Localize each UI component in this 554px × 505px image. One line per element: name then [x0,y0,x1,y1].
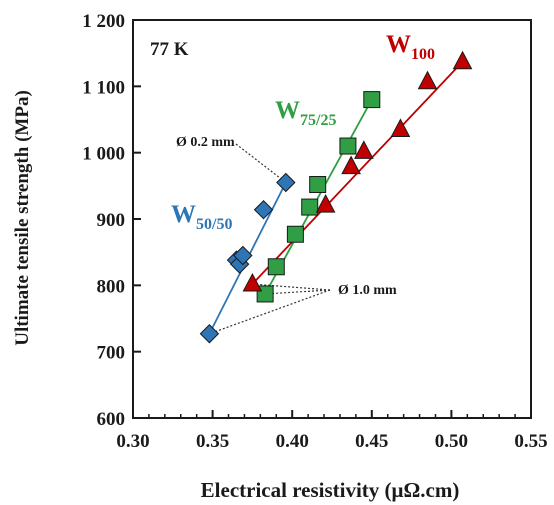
marker-w100 [315,194,336,213]
leader-lines [209,143,331,335]
marker-w100 [417,70,438,90]
marker-w75-25 [363,91,381,109]
y-tick-label: 700 [97,343,126,364]
series-label-w50-50-main: W [171,201,196,228]
series-label-w50-50: W50/50 [171,201,232,233]
marker-w100 [390,118,411,137]
x-axis-label: Electrical resistivity (μΩ.cm) [201,478,460,502]
x-tick-label: 0.55 [514,431,547,452]
axes: 0.30 0.35 0.40 0.45 0.50 0.55 600 700 800 900 1 00… [82,11,547,452]
leader-line [265,289,331,295]
x-tick-label: 0.30 [116,431,149,452]
y-tick-label: 800 [97,276,126,297]
x-tick-label: 0.50 [435,431,468,452]
y-tick-label: 1 100 [82,77,125,98]
labels: 77 K Ø 0.2 mm Ø 1.0 mm Ultimate tensile … [12,31,459,502]
marker-w50-50 [199,324,220,344]
series-label-w100: W100 [386,31,435,63]
x-tick-label: 0.35 [196,431,229,452]
marker-w100 [452,50,473,70]
leader-line [209,289,331,335]
y-tick-label: 600 [97,409,126,430]
series-label-w75-25: W75/25 [275,97,336,129]
marker-w50-50 [276,172,296,193]
y-tick-label: 1 200 [82,11,125,32]
marker-w75-25 [286,225,304,243]
x-tick-label: 0.40 [276,431,309,452]
fit-lines [208,61,464,335]
marker-w100 [341,155,361,175]
data-markers [199,50,473,344]
annotation-diameter-small: Ø 0.2 mm [176,135,235,150]
marker-w100 [242,272,263,292]
marker-w75-25 [309,176,327,194]
y-tick-label: 900 [97,210,126,231]
leader-line [235,143,287,183]
series-label-w50-50-sub: 50/50 [196,216,232,233]
marker-w75-25 [339,137,357,155]
series-label-w100-main: W [386,31,411,58]
y-tick-label: 1 000 [82,144,125,165]
marker-w100 [354,140,374,159]
series-label-w75-25-main: W [275,97,300,124]
annotation-diameter-large: Ø 1.0 mm [338,283,397,298]
series-label-w75-25-sub: 75/25 [300,112,336,129]
marker-w75-25 [267,258,285,276]
marker-w50-50 [233,245,253,266]
leader-line [252,283,331,291]
annotation-temperature: 77 K [150,39,189,60]
x-tick-label: 0.45 [355,431,388,452]
marker-w50-50 [253,200,274,220]
series-label-w100-sub: 100 [411,46,435,63]
marker-w75-25 [301,198,319,216]
y-axis-label: Ultimate tensile strength (MPa) [12,90,33,346]
